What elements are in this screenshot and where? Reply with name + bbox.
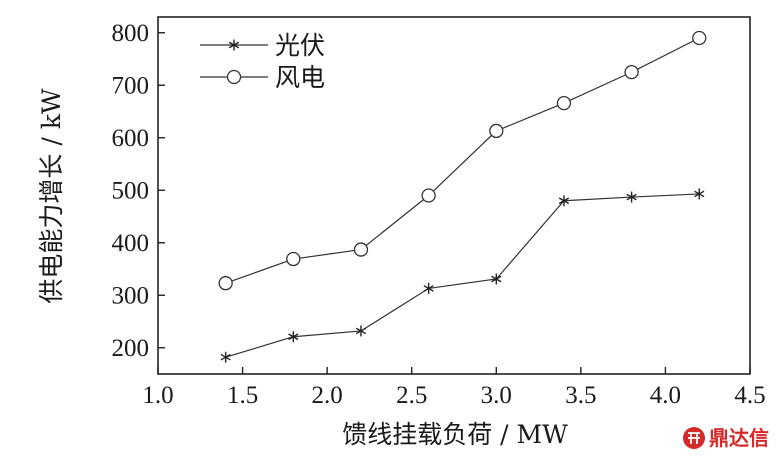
data-point-asterisk — [355, 325, 367, 337]
x-axis-title: 馈线挂载负荷 / MW — [342, 420, 568, 449]
legend-item: 风电 — [200, 63, 325, 92]
data-point-asterisk — [220, 351, 231, 363]
data-point-circle — [286, 251, 301, 267]
x-tick-label: 1.5 — [227, 382, 258, 409]
legend-label: 风电 — [275, 63, 325, 92]
data-point-circle — [226, 69, 242, 85]
x-axis: 1.0 1.5 2.0 2.5 3.0 3.5 4.0 4.5 — [142, 367, 766, 409]
data-point-circle — [692, 30, 707, 46]
data-point-asterisk — [694, 188, 705, 200]
watermark-text: 鼎达信 — [709, 426, 769, 450]
data-point-asterisk — [491, 273, 502, 285]
data-point-asterisk — [228, 39, 240, 51]
data-point-asterisk — [423, 282, 434, 294]
data-point-circle — [218, 276, 233, 291]
data-point-asterisk — [626, 191, 637, 203]
y-tick-label: 800 — [112, 20, 150, 47]
series-line — [225, 193, 700, 358]
data-point-circle — [624, 64, 639, 80]
series-solar — [220, 188, 705, 363]
series-line — [225, 37, 700, 284]
x-tick-label: 4.5 — [734, 382, 765, 409]
plot-frame — [157, 16, 751, 375]
y-tick-label: 200 — [112, 335, 150, 362]
y-tick-label: 300 — [112, 282, 150, 309]
x-tick-label: 1.0 — [142, 382, 173, 409]
watermark-logo-mark — [688, 432, 700, 444]
plot-area — [157, 16, 751, 375]
data-point-circle — [556, 95, 572, 111]
y-tick-label: 500 — [112, 177, 150, 204]
x-tick-label: 3.0 — [481, 382, 512, 409]
legend-item: 光伏 — [200, 31, 325, 60]
legend-label: 光伏 — [275, 31, 325, 60]
series-group — [218, 30, 707, 363]
x-tick-label: 2.5 — [396, 382, 427, 409]
data-point-asterisk — [288, 331, 299, 343]
data-point-circle — [489, 123, 504, 139]
y-tick-label: 600 — [112, 125, 150, 152]
data-point-circle — [421, 188, 436, 203]
data-point-asterisk — [558, 195, 570, 207]
x-tick-label: 4.0 — [650, 382, 681, 409]
data-point-circle — [353, 242, 369, 257]
x-tick-label: 3.5 — [565, 382, 596, 409]
x-tick-label: 2.0 — [312, 382, 343, 409]
series-wind — [218, 30, 707, 291]
watermark: 鼎达信 — [683, 426, 769, 450]
y-tick-label: 700 — [112, 72, 150, 99]
y-axis: 200 300 400 500 600 700 800 — [112, 20, 165, 362]
y-tick-label: 400 — [112, 230, 150, 257]
y-axis-title: 供电能力增长 / kW — [37, 88, 66, 303]
